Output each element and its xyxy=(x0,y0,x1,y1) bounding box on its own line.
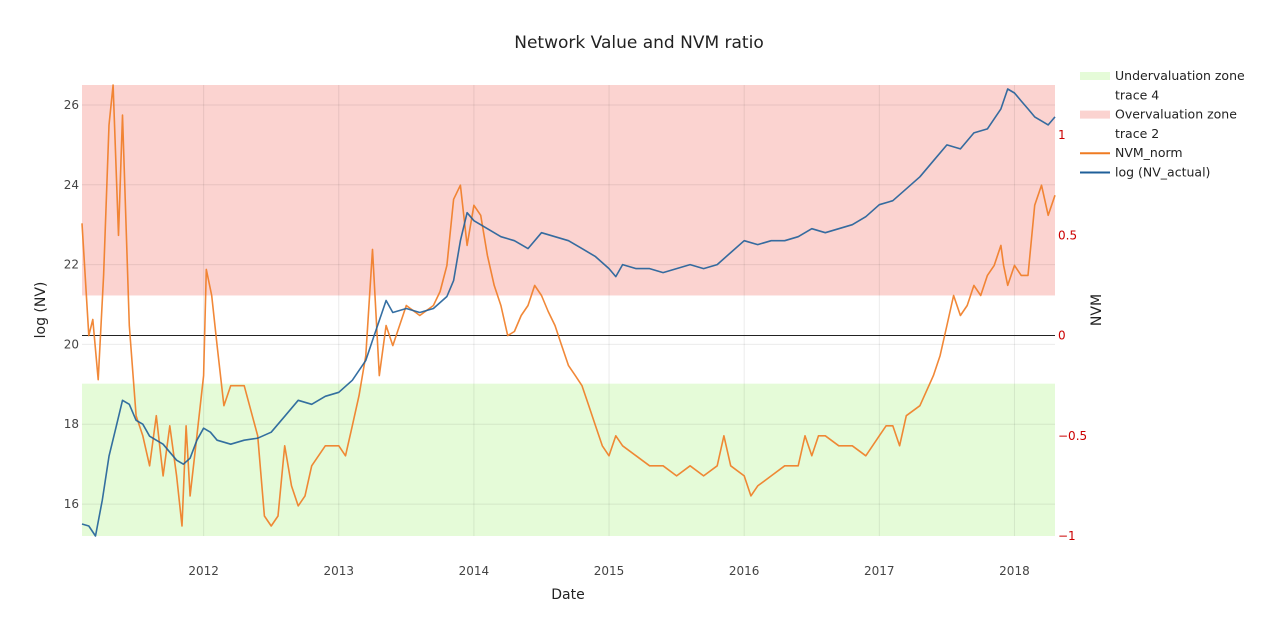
y-left-axis-ticks: 16 18 20 22 24 26 xyxy=(64,98,79,511)
x-tick-label: 2015 xyxy=(594,564,625,578)
x-tick-label: 2016 xyxy=(729,564,760,578)
legend-label: trace 4 xyxy=(1115,87,1159,102)
series-line-nvm-norm[interactable] xyxy=(81,84,1056,527)
y-right-tick-label: 0.5 xyxy=(1058,228,1077,242)
legend-swatch xyxy=(1080,72,1110,80)
x-tick-label: 2017 xyxy=(864,564,895,578)
legend-label: Undervaluation zone xyxy=(1115,68,1245,83)
y-left-axis-title: log (NV) xyxy=(33,282,49,339)
y-right-tick-label: 1 xyxy=(1058,128,1066,142)
y-left-tick-label: 26 xyxy=(64,98,79,112)
chart-title: Network Value and NVM ratio xyxy=(514,33,763,53)
zone-undervaluation xyxy=(82,383,1055,536)
series-line-nv-actual[interactable] xyxy=(81,88,1056,537)
gridlines xyxy=(82,85,1055,536)
legend-swatch xyxy=(1080,110,1110,119)
y-right-tick-label: −1 xyxy=(1058,529,1076,543)
x-axis-ticks: 2012 2013 2014 2015 2016 2017 2018 xyxy=(188,564,1029,578)
y-left-tick-label: 18 xyxy=(64,417,79,431)
zone-overvaluation xyxy=(82,85,1055,296)
x-tick-label: 2012 xyxy=(188,564,219,578)
x-axis-title: Date xyxy=(551,587,584,603)
legend-label: log (NV_actual) xyxy=(1115,165,1210,180)
legend-label: NVM_norm xyxy=(1115,145,1183,160)
series-layer[interactable] xyxy=(81,84,1056,537)
y-right-tick-label: −0.5 xyxy=(1058,429,1087,443)
y-right-axis-title: NVM xyxy=(1089,294,1105,326)
zones-layer xyxy=(82,85,1055,536)
legend-label: trace 2 xyxy=(1115,126,1159,141)
legend[interactable]: Undervaluation zone trace 4 Overvaluation … xyxy=(1080,68,1245,180)
x-tick-label: 2018 xyxy=(999,564,1030,578)
legend-item[interactable]: Overvaluation zone xyxy=(1080,107,1237,122)
y-left-tick-label: 20 xyxy=(64,337,79,351)
legend-item[interactable]: log (NV_actual) xyxy=(1080,165,1210,180)
legend-item[interactable]: Undervaluation zone xyxy=(1080,68,1245,83)
legend-item[interactable]: trace 2 xyxy=(1115,126,1159,141)
y-left-tick-label: 22 xyxy=(64,258,79,272)
y-right-tick-label: 0 xyxy=(1058,329,1066,343)
legend-item[interactable]: trace 4 xyxy=(1115,87,1159,102)
legend-label: Overvaluation zone xyxy=(1115,107,1237,122)
x-tick-label: 2014 xyxy=(459,564,490,578)
legend-item[interactable]: NVM_norm xyxy=(1080,145,1183,160)
y-right-axis-ticks: −1 −0.5 0 0.5 1 xyxy=(1058,128,1087,543)
x-tick-label: 2013 xyxy=(323,564,354,578)
y-left-tick-label: 24 xyxy=(64,178,79,192)
y-left-tick-label: 16 xyxy=(64,497,79,511)
